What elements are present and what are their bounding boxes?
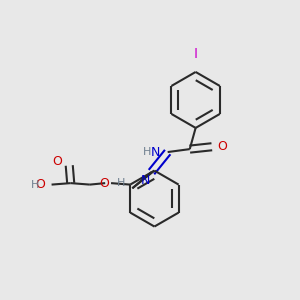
Text: O: O [218, 140, 228, 153]
Text: H: H [143, 147, 152, 157]
Text: H: H [31, 181, 39, 190]
Text: N: N [151, 146, 160, 159]
Text: N: N [141, 174, 150, 187]
Text: O: O [35, 178, 45, 191]
Text: I: I [194, 47, 198, 61]
Text: O: O [52, 155, 62, 168]
Text: H: H [117, 178, 125, 188]
Text: O: O [99, 177, 109, 190]
